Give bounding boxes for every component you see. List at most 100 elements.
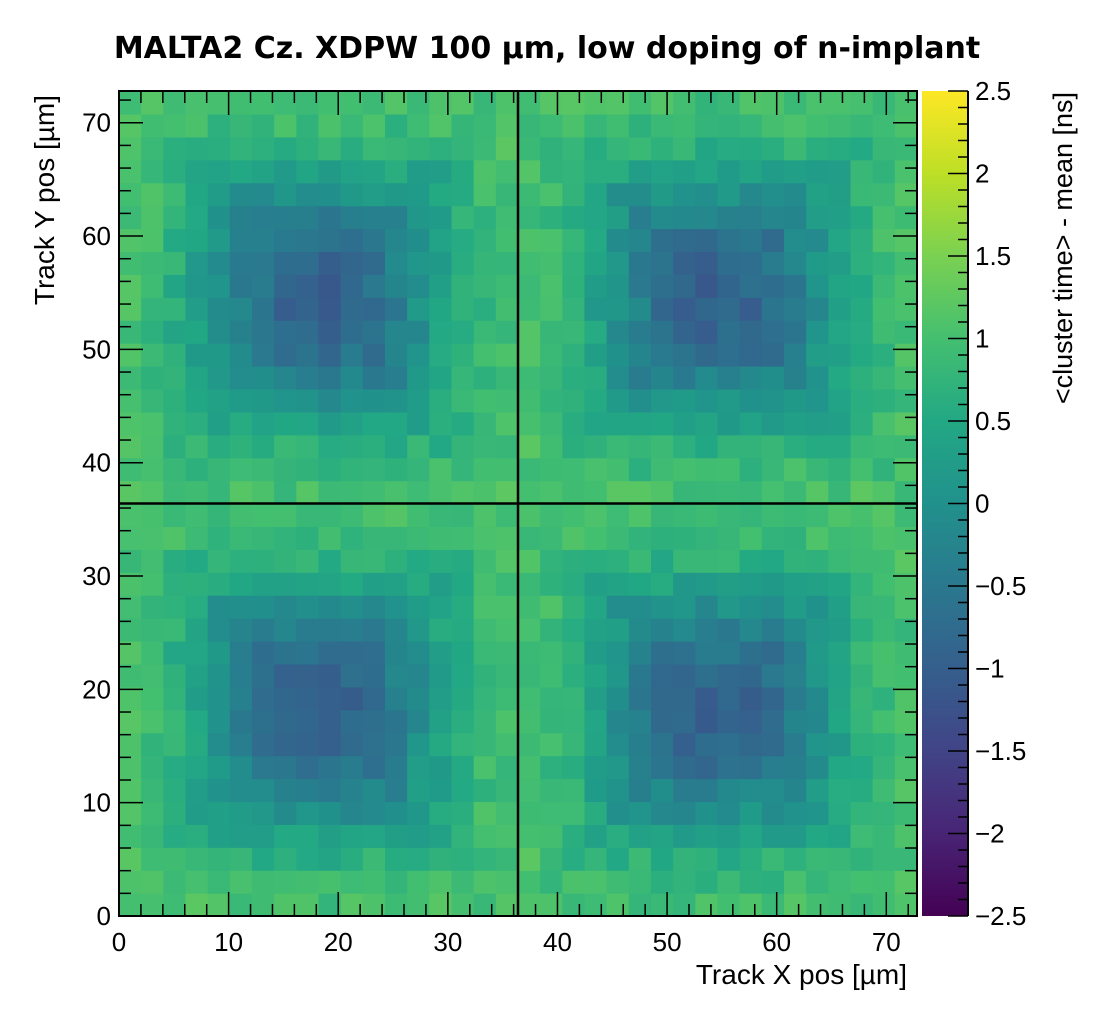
heatmap-cell xyxy=(739,503,763,528)
heatmap-cell xyxy=(340,732,364,757)
heatmap-cell xyxy=(650,709,674,734)
heatmap-cell xyxy=(872,205,896,230)
heatmap-cell xyxy=(185,549,209,573)
heatmap-cell xyxy=(119,526,142,550)
heatmap-cell xyxy=(761,411,785,436)
heatmap-cell xyxy=(296,847,320,871)
heatmap-cell xyxy=(695,251,719,275)
heatmap-cell xyxy=(119,297,142,321)
heatmap-cell xyxy=(407,434,430,459)
heatmap-cell xyxy=(207,411,231,436)
heatmap-cell xyxy=(296,893,320,917)
heatmap-cell xyxy=(141,343,164,367)
heatmap-cell xyxy=(495,778,519,803)
heatmap-cell xyxy=(828,91,852,115)
heatmap-cell xyxy=(650,595,674,619)
heatmap-cell xyxy=(850,343,874,367)
heatmap-cell xyxy=(385,641,408,665)
heatmap-cell xyxy=(717,709,741,734)
heatmap-cell xyxy=(828,251,852,275)
heatmap-cell xyxy=(495,91,519,115)
heatmap-cell xyxy=(650,755,674,780)
heatmap-cell xyxy=(318,274,342,298)
heatmap-cell xyxy=(407,251,430,275)
heatmap-cell xyxy=(407,274,430,298)
heatmap-cell xyxy=(872,228,896,253)
heatmap-cell xyxy=(783,778,807,803)
heatmap-cell xyxy=(562,549,586,573)
heatmap-cell xyxy=(518,320,541,344)
heatmap-cell xyxy=(628,824,652,848)
heatmap-cell xyxy=(207,870,231,894)
heatmap-cell xyxy=(318,641,342,665)
heatmap-cell xyxy=(628,159,652,184)
heatmap-cell xyxy=(362,320,386,344)
heatmap-cell xyxy=(163,732,187,757)
heatmap-cell xyxy=(894,159,918,184)
heatmap-cell xyxy=(850,847,874,871)
heatmap-cell xyxy=(163,274,187,298)
heatmap-cell xyxy=(429,595,453,619)
heatmap-cell xyxy=(473,343,497,367)
heatmap-cell xyxy=(850,434,874,459)
heatmap-cell xyxy=(274,297,297,321)
heatmap-cell xyxy=(229,824,253,848)
heatmap-cell xyxy=(385,205,408,230)
heatmap-cell xyxy=(385,297,408,321)
heatmap-cell xyxy=(429,618,453,642)
heatmap-cell xyxy=(185,709,209,734)
heatmap-cell xyxy=(739,388,763,413)
heatmap-cell xyxy=(385,526,408,550)
heatmap-cell xyxy=(850,457,874,482)
heatmap-cell xyxy=(695,503,719,528)
heatmap-cell xyxy=(385,182,408,207)
heatmap-cell xyxy=(673,480,696,505)
heatmap-cell xyxy=(606,411,630,436)
heatmap-cell xyxy=(562,732,586,757)
heatmap-cell xyxy=(119,709,142,734)
heatmap-cell xyxy=(673,526,696,550)
heatmap-cell xyxy=(495,526,519,550)
heatmap-cell xyxy=(783,641,807,665)
heatmap-cell xyxy=(562,824,586,848)
heatmap-cell xyxy=(340,870,364,894)
heatmap-cell xyxy=(562,274,586,298)
heatmap-cell xyxy=(340,136,364,161)
heatmap-cell xyxy=(695,297,719,321)
heatmap-cell xyxy=(296,503,320,528)
heatmap-cell xyxy=(274,801,297,825)
heatmap-cell xyxy=(362,595,386,619)
x-axis-title: Track X pos [µm] xyxy=(696,959,907,990)
heatmap-cell xyxy=(739,778,763,803)
heatmap-cell xyxy=(894,274,918,298)
heatmap-cell xyxy=(584,228,608,253)
heatmap-cell xyxy=(540,274,563,298)
z-tick-label: 0.5 xyxy=(975,406,1011,436)
heatmap-cell xyxy=(207,297,231,321)
heatmap-cell xyxy=(584,320,608,344)
heatmap-cell xyxy=(274,91,297,115)
heatmap-cell xyxy=(296,778,320,803)
heatmap-cell xyxy=(119,228,142,253)
heatmap-cell xyxy=(761,847,785,871)
heatmap-cell xyxy=(518,618,541,642)
heatmap-cell xyxy=(252,732,275,757)
heatmap-cell xyxy=(850,595,874,619)
heatmap-cell xyxy=(673,205,696,230)
heatmap-cell xyxy=(783,320,807,344)
heatmap-cell xyxy=(540,205,563,230)
heatmap-cell xyxy=(673,297,696,321)
heatmap-cell xyxy=(828,480,852,505)
heatmap-cell xyxy=(473,595,497,619)
heatmap-cell xyxy=(296,480,320,505)
heatmap-cell xyxy=(695,434,719,459)
heatmap-cell xyxy=(119,434,142,459)
heatmap-cell xyxy=(783,297,807,321)
heatmap-cell xyxy=(252,366,275,390)
heatmap-cell xyxy=(141,205,164,230)
heatmap-cell xyxy=(695,663,719,688)
heatmap-cell xyxy=(518,251,541,275)
heatmap-cell xyxy=(518,205,541,230)
heatmap-cell xyxy=(119,251,142,275)
heatmap-cell xyxy=(318,457,342,482)
